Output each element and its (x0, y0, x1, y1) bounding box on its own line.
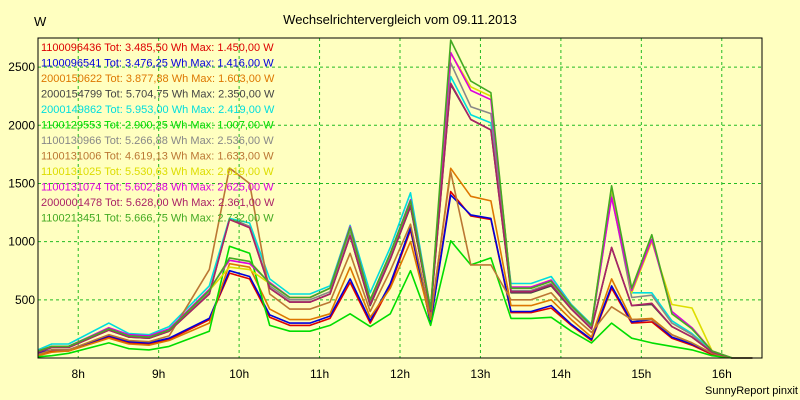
series-line-1100131074 (37, 51, 753, 359)
legend-entry: 2000150622 Tot: 3.877,88 Wh Max: 1.603,0… (41, 73, 275, 85)
series-group (37, 39, 753, 359)
x-tick-label: 14h (551, 367, 571, 381)
y-tick-labels: 500 1000 1500 2000 2500 (8, 60, 35, 307)
legend-entry: 1100096436 Tot: 3.485,50 Wh Max: 1.450,0… (41, 42, 274, 54)
legend-entry: 1100096541 Tot: 3.476,25 Wh Max: 1.416,0… (41, 58, 274, 70)
x-tick-label: 12h (390, 367, 410, 381)
legend-entry: 2000001478 Tot: 5.628,00 Wh Max: 2.361,0… (41, 197, 275, 209)
x-tick-label: 11h (310, 367, 329, 381)
y-tick-label: 2000 (8, 118, 35, 132)
x-tick-label: 9h (152, 367, 165, 381)
series-line-2000149862 (37, 75, 753, 359)
x-tick-label: 13h (470, 367, 490, 381)
x-tick-label: 15h (631, 367, 651, 381)
y-tick-label: 1500 (8, 176, 35, 190)
legend-entry: 1100131025 Tot: 5.530,63 Wh Max: 2.619,0… (41, 166, 274, 178)
series-line-2000001478 (37, 82, 753, 359)
y-tick-label: 500 (15, 293, 35, 307)
legend-entry: 1100213451 Tot: 5.666,75 Wh Max: 2.732,0… (41, 213, 274, 225)
plot-frame (37, 37, 763, 359)
x-tick-labels: 8h 9h 10h 11h 12h 13h 14h 15h 16h (72, 367, 732, 381)
legend: 1100096436 Tot: 3.485,50 Wh Max: 1.450,0… (41, 42, 275, 225)
legend-entry: 1100130966 Tot: 5.266,88 Wh Max: 2.536,0… (41, 135, 274, 147)
footer-credit: SunnyReport pinxit (705, 385, 798, 397)
series-line-1100131006 (37, 167, 753, 359)
series-line-1100213451 (37, 39, 753, 359)
y-tick-label: 2500 (8, 60, 35, 74)
legend-entry: 1100131074 Tot: 5.602,88 Wh Max: 2.625,0… (41, 182, 274, 194)
x-tick-label: 10h (229, 367, 249, 381)
series-line-1100129553 (37, 240, 753, 359)
legend-entry: 1100129553 Tot: 2.900,25 Wh Max: 1.007,0… (41, 120, 274, 132)
chart-title: Wechselrichtervergleich vom 09.11.2013 (283, 12, 517, 27)
x-tick-label: 8h (72, 367, 85, 381)
x-tick-label: 16h (712, 367, 732, 381)
y-axis-label: W (34, 14, 47, 29)
legend-entry: 1100131006 Tot: 4.619,13 Wh Max: 1.633,0… (41, 151, 274, 163)
y-tick-label: 1000 (8, 235, 35, 249)
legend-entry: 2000154799 Tot: 5.704,75 Wh Max: 2.350,0… (41, 89, 275, 101)
legend-entry: 2000149862 Tot: 5.953,00 Wh Max: 2.419,0… (41, 104, 275, 116)
